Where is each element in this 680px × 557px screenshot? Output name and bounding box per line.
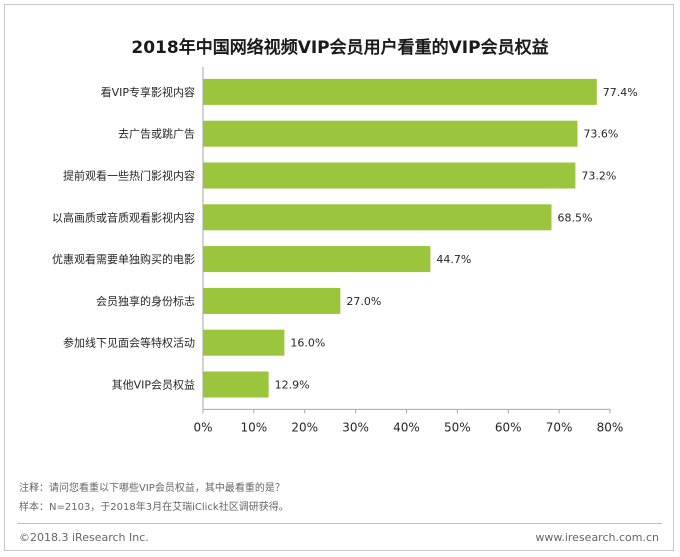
bar — [203, 204, 552, 231]
x-tick-label: 40% — [393, 420, 420, 434]
bar — [203, 162, 576, 189]
copyright-text: ©2018.3 iResearch Inc. — [19, 531, 149, 544]
category-label: 提前观看一些热门影视内容 — [63, 169, 195, 183]
x-tick-label: 50% — [444, 420, 471, 434]
x-tick-label: 20% — [291, 420, 318, 434]
x-tick-label: 30% — [342, 420, 369, 434]
footnotes: 注释：请问您看重以下哪些VIP会员权益，其中最看重的是？ 样本：N=2103，于… — [19, 479, 289, 517]
x-tick-label: 70% — [546, 420, 573, 434]
value-label: 12.9% — [275, 379, 310, 392]
x-tick-label: 60% — [495, 420, 522, 434]
value-label: 68.5% — [557, 211, 592, 224]
value-label: 73.2% — [581, 170, 616, 183]
value-label: 16.0% — [290, 337, 325, 350]
value-label: 44.7% — [436, 253, 471, 266]
footnote-question: 注释：请问您看重以下哪些VIP会员权益，其中最看重的是？ — [19, 483, 285, 494]
footnote-sample: 样本：N=2103，于2018年3月在艾瑞iClick社区调研获得。 — [19, 502, 289, 513]
bar — [203, 78, 597, 105]
website-text: www.iresearch.com.cn — [535, 531, 659, 544]
category-label: 参加线下见面会等特权活动 — [63, 336, 195, 350]
category-label: 去广告或跳广告 — [118, 127, 195, 141]
value-label: 77.4% — [603, 86, 638, 99]
category-label: 其他VIP会员权益 — [112, 378, 195, 392]
category-label: 优惠观看需要单独购买的电影 — [52, 252, 195, 266]
bar — [203, 120, 578, 147]
bar — [203, 329, 285, 356]
bar — [203, 371, 269, 398]
value-label: 73.6% — [583, 128, 618, 141]
value-label: 27.0% — [346, 295, 381, 308]
bar-chart: 看VIP专享影视内容 77.4% 去广告或跳广告 73.6% 提前观看一些热门影视内容 7… — [52, 67, 638, 434]
chart-title: 2018年中国网络视频VIP会员用户看重的VIP会员权益 — [131, 38, 549, 58]
footer-divider — [17, 523, 662, 524]
bar — [203, 246, 431, 273]
category-label: 以高画质或音质观看影视内容 — [52, 210, 195, 224]
x-tick-label: 0% — [193, 420, 212, 434]
x-tick-label: 10% — [241, 420, 268, 434]
category-label: 看VIP专享影视内容 — [101, 85, 195, 99]
chart-frame: 2018年中国网络视频VIP会员用户看重的VIP会员权益 看VIP专享影视内容 7… — [4, 4, 674, 551]
x-tick-label: 80% — [597, 420, 624, 434]
bar — [203, 287, 341, 314]
category-label: 会员独享的身份标志 — [96, 294, 195, 308]
